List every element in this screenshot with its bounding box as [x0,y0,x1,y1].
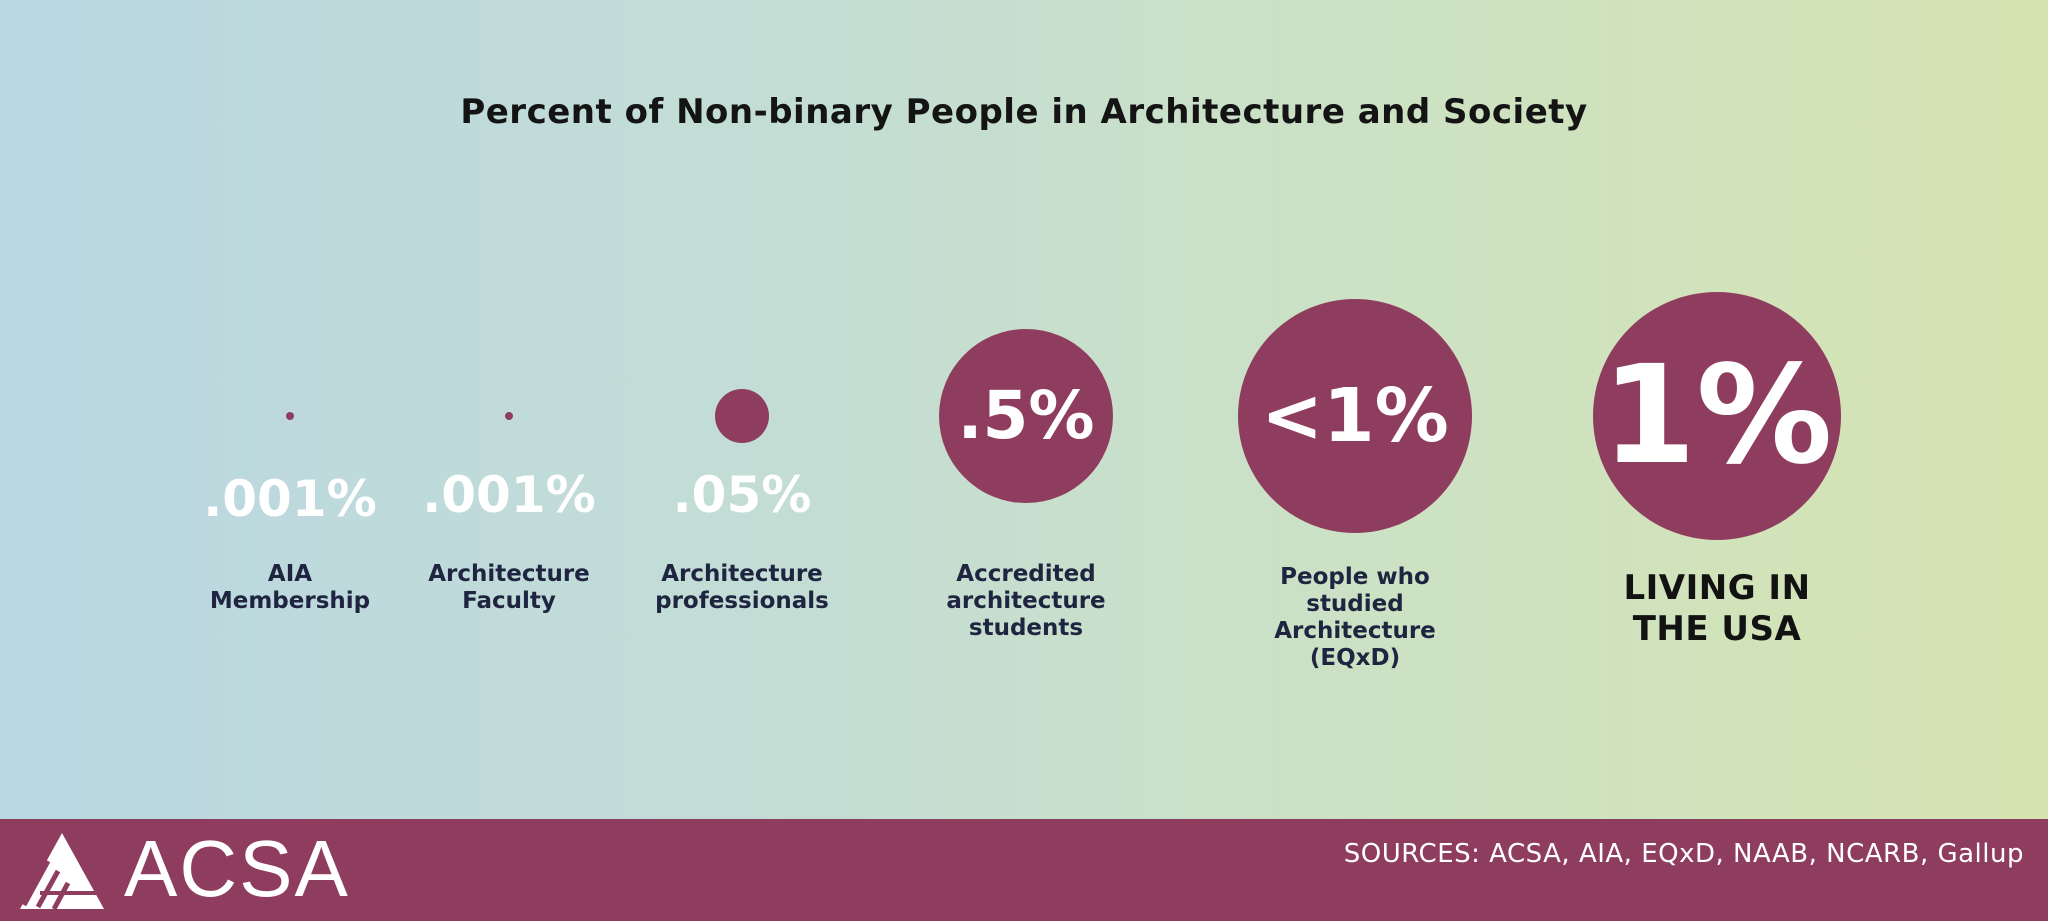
category-label: Architecture Faculty [428,561,590,614]
chart-title: Percent of Non-binary People in Architec… [460,92,1588,132]
footer-bar: ACSA SOURCES: ACSA, AIA, EQxD, NAAB, NCA… [0,819,2048,921]
category-label: Accredited architecture students [946,561,1106,641]
value-label: .05% [672,466,812,524]
stat-aia-membership: .001% AIA Membership [180,0,400,820]
bubble-mark [505,412,513,420]
stat-living-in-usa: 1% LIVING IN THE USA [1593,0,1841,820]
bubble-mark [715,389,769,443]
value-label: 1% [1601,337,1833,495]
bubble-mark [286,412,294,420]
logo-text: ACSA [124,824,350,913]
bubble-mark: <1% [1238,299,1472,533]
category-label: People who studied Architecture (EQxD) [1274,564,1436,671]
category-label: Architecture professionals [655,561,829,614]
value-label: .001% [422,466,596,524]
stat-accredited-students: .5% Accredited architecture students [916,0,1136,820]
bubble-mark: .5% [939,329,1113,503]
category-label: AIA Membership [209,561,371,614]
stat-studied-architecture: <1% People who studied Architecture (EQx… [1238,0,1472,820]
category-label: LIVING IN THE USA [1623,568,1811,649]
value-label: <1% [1261,373,1449,459]
acsa-logo-icon [20,833,104,911]
value-label: .5% [957,377,1095,454]
sources-text: SOURCES: ACSA, AIA, EQxD, NAAB, NCARB, G… [1343,839,2024,869]
value-label: .001% [203,470,377,528]
stat-architecture-faculty: .001% Architecture Faculty [399,0,619,820]
bubble-mark: 1% [1593,292,1841,540]
stat-architecture-professionals: .05% Architecture professionals [632,0,852,820]
